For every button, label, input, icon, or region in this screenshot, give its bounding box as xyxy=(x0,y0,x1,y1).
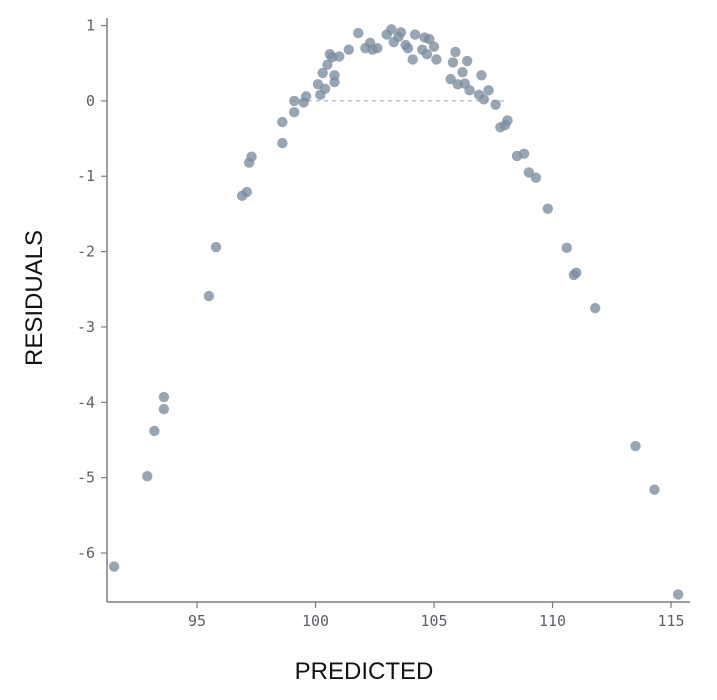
data-point xyxy=(476,70,487,81)
data-point xyxy=(395,27,407,38)
data-point xyxy=(277,116,288,128)
data-point xyxy=(317,67,328,79)
x-tick-label: 110 xyxy=(539,612,566,630)
data-point xyxy=(530,172,542,183)
data-point xyxy=(523,167,535,178)
data-point xyxy=(322,59,333,70)
data-point xyxy=(450,46,461,58)
data-point xyxy=(203,290,215,302)
data-point xyxy=(590,302,601,314)
data-point xyxy=(421,48,433,60)
data-point xyxy=(241,186,253,198)
y-tick-label: 1 xyxy=(86,17,95,35)
data-point xyxy=(158,403,170,415)
x-tick-label: 105 xyxy=(421,612,448,630)
data-point xyxy=(649,484,660,495)
x-tick-label: 100 xyxy=(302,612,329,630)
data-point xyxy=(428,41,440,52)
y-tick-label: 0 xyxy=(86,92,95,110)
data-point xyxy=(407,54,418,65)
y-tick-label: -5 xyxy=(77,469,95,487)
data-point xyxy=(409,29,421,40)
x-axis-ticks: 95 100 105 110 115 xyxy=(188,602,685,630)
x-tick-label: 95 xyxy=(188,612,206,630)
data-point xyxy=(483,85,494,96)
data-point xyxy=(464,85,475,96)
data-point xyxy=(672,589,684,600)
data-point xyxy=(490,99,501,110)
data-point xyxy=(571,267,582,278)
data-point xyxy=(561,242,572,254)
x-axis-title: PREDICTED xyxy=(295,658,434,685)
data-point xyxy=(630,440,641,452)
data-point xyxy=(289,95,300,107)
data-point xyxy=(210,241,222,253)
data-point xyxy=(371,42,383,54)
y-tick-label: -3 xyxy=(77,318,95,336)
data-point xyxy=(289,106,300,118)
data-point xyxy=(445,73,456,85)
y-tick-label: -4 xyxy=(77,393,95,411)
y-tick-label: -2 xyxy=(77,243,95,261)
data-point xyxy=(319,83,331,95)
data-points xyxy=(108,24,684,600)
data-point xyxy=(386,24,397,35)
data-point xyxy=(462,55,473,67)
data-point xyxy=(424,33,435,45)
data-point xyxy=(447,57,459,68)
y-axis-ticks: 1 0 -1 -2 -3 -4 -5 -6 xyxy=(77,17,107,562)
y-tick-label: -6 xyxy=(77,544,95,562)
data-point xyxy=(158,391,170,403)
y-tick-label: -1 xyxy=(77,167,95,185)
data-point xyxy=(149,425,160,437)
data-point xyxy=(502,115,513,126)
data-point xyxy=(300,91,312,102)
data-point xyxy=(277,137,288,149)
data-point xyxy=(542,203,554,214)
data-point xyxy=(334,51,345,62)
x-tick-label: 115 xyxy=(657,612,684,630)
data-point xyxy=(431,54,442,65)
data-point xyxy=(478,94,490,105)
data-point xyxy=(246,151,257,162)
data-point xyxy=(402,42,414,54)
data-point xyxy=(457,67,468,78)
data-point xyxy=(329,76,340,88)
data-point xyxy=(518,148,530,159)
y-axis-title: RESIDUALS xyxy=(21,230,48,366)
data-point xyxy=(142,470,153,482)
data-point xyxy=(353,27,364,39)
data-point xyxy=(343,44,354,55)
data-point xyxy=(108,561,120,572)
